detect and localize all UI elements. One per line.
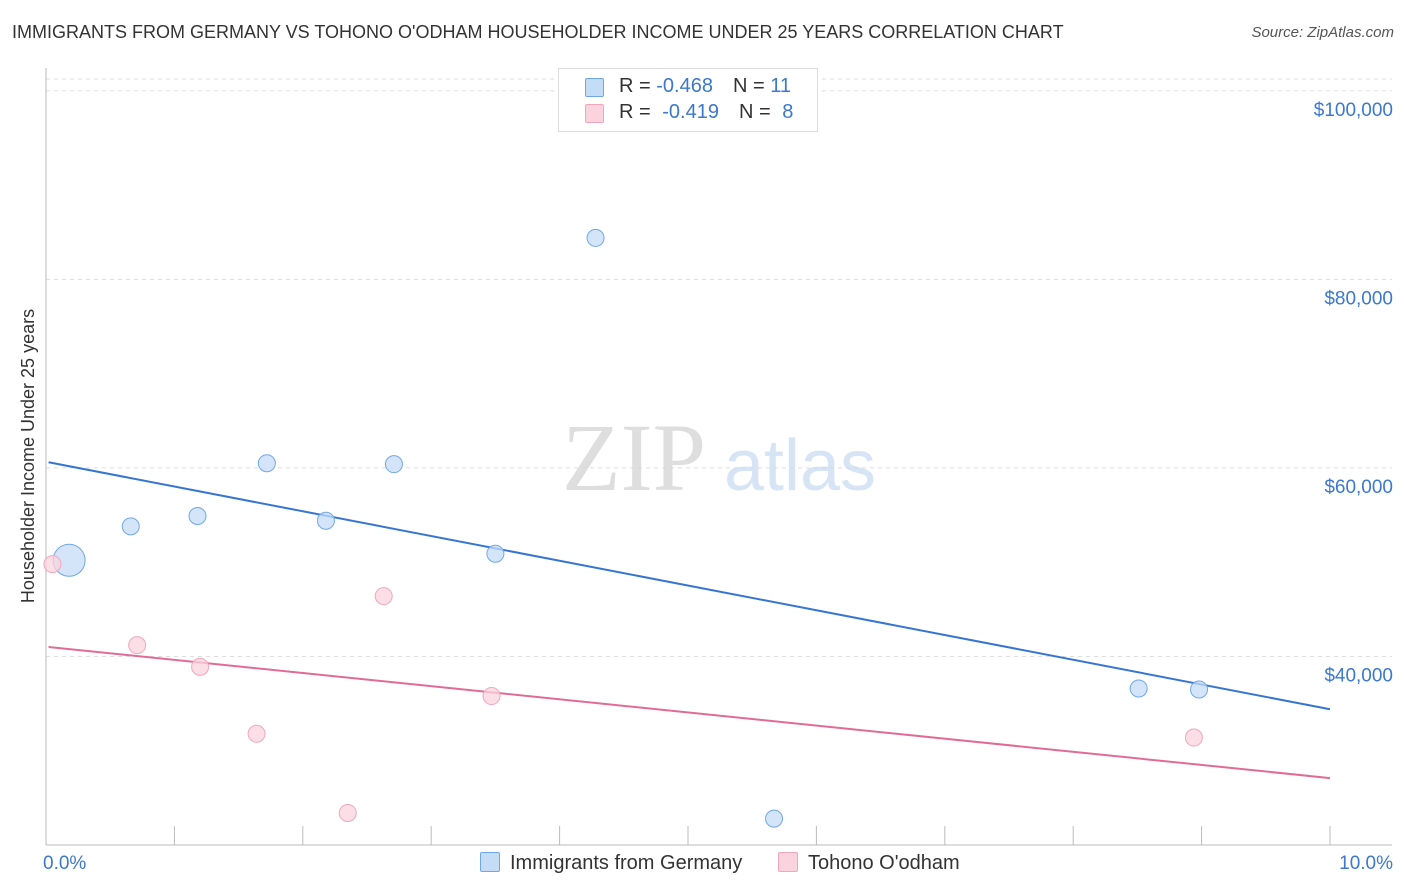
legend-r-label: R = xyxy=(619,101,657,123)
trend-lines xyxy=(48,461,1331,780)
point-s0-1 xyxy=(121,517,140,536)
legend-swatch-tohono xyxy=(585,104,604,123)
legend-r-value-tohono: -0.419 xyxy=(662,101,719,123)
legend-n-value-germany: 11 xyxy=(770,75,791,97)
point-s0-9 xyxy=(1129,679,1148,698)
y-tick-labels: $40,000 $60,000 $80,000 $100,000 xyxy=(1314,100,1393,687)
bottom-legend-label-tohono: Tohono O'odham xyxy=(808,852,960,874)
watermark-atlas: atlas xyxy=(724,426,876,506)
point-s0-7 xyxy=(586,228,605,247)
y-tick-label-1: $60,000 xyxy=(1324,477,1393,498)
legend-n-label: N = xyxy=(738,101,777,123)
point-s1-1 xyxy=(128,636,147,655)
point-s0-6 xyxy=(486,544,505,563)
legend-text-tohono: R = -0.419 N = 8 xyxy=(619,101,793,124)
point-s0-10 xyxy=(1190,680,1209,699)
bottom-legend-label-germany: Immigrants from Germany xyxy=(510,852,743,874)
watermark-zip: ZIP xyxy=(562,404,706,511)
point-s1-2 xyxy=(191,657,210,676)
chart-title: IMMIGRANTS FROM GERMANY VS TOHONO O'ODHA… xyxy=(12,22,1064,42)
point-s0-2 xyxy=(188,507,207,526)
trend-line-0 xyxy=(48,461,1331,711)
y-tick-label-0: $40,000 xyxy=(1324,665,1393,686)
point-s1-3 xyxy=(247,724,266,743)
legend-n-label: N = xyxy=(732,75,771,97)
point-s1-4 xyxy=(338,803,357,822)
bottom-legend-germany: Immigrants from Germany xyxy=(480,852,742,875)
y-axis-label: Householder Income Under 25 years xyxy=(18,309,38,603)
point-s1-7 xyxy=(1184,728,1203,747)
x-tick-label-0: 0.0% xyxy=(43,853,86,874)
axes xyxy=(45,68,1392,846)
chart-source: Source: ZipAtlas.com xyxy=(1251,24,1394,41)
point-s1-0 xyxy=(43,555,62,574)
x-tick-labels: 0.0% 10.0% xyxy=(43,853,1393,874)
point-s1-5 xyxy=(374,587,393,606)
correlation-legend: R = -0.468 N = 11 R = -0.419 N = 8 xyxy=(558,68,818,132)
point-s0-4 xyxy=(316,511,335,530)
point-s1-6 xyxy=(482,687,501,706)
y-tick-label-3: $100,000 xyxy=(1314,100,1393,121)
legend-r-value-germany: -0.468 xyxy=(656,75,713,97)
legend-swatch-germany xyxy=(585,78,604,97)
legend-r-label: R = xyxy=(619,75,657,97)
bottom-legend-tohono: Tohono O'odham xyxy=(778,852,960,875)
legend-n-value-tohono: 8 xyxy=(782,101,794,123)
point-s0-8 xyxy=(765,809,784,828)
y-tick-label-2: $80,000 xyxy=(1324,288,1393,309)
data-points xyxy=(43,228,1209,828)
trend-line-1 xyxy=(48,646,1331,780)
bottom-legend-swatch-tohono xyxy=(778,852,798,872)
x-tick-label-1: 10.0% xyxy=(1339,853,1393,874)
bottom-legend-swatch-germany xyxy=(480,852,500,872)
legend-text-germany: R = -0.468 N = 11 xyxy=(619,75,791,98)
point-s0-3 xyxy=(257,454,276,473)
gridlines xyxy=(46,78,1392,657)
point-s0-5 xyxy=(384,455,403,474)
